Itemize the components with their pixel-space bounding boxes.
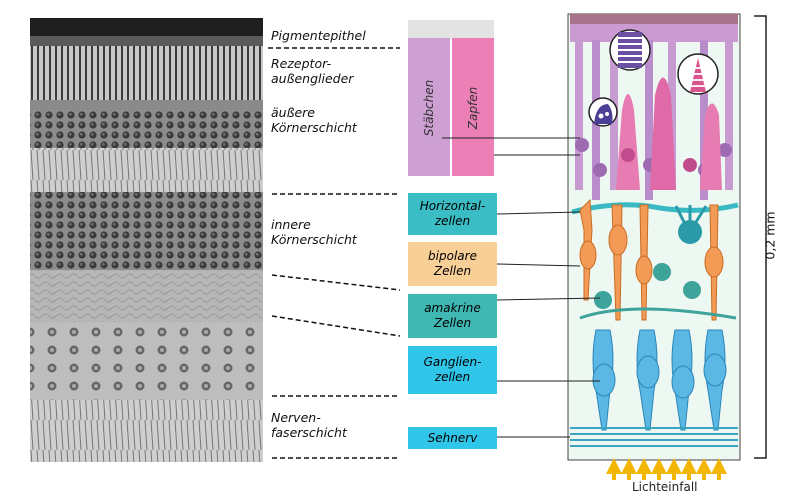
retina-illustration — [567, 13, 741, 461]
nerve-fiber-band — [30, 400, 263, 462]
cones-column — [452, 38, 494, 176]
optic-nerve-fibres-illustration — [570, 427, 738, 447]
receptor-columns — [408, 20, 494, 176]
bipolar-cells-illustration — [579, 198, 724, 321]
scale-label: 0,2 mm — [762, 211, 778, 260]
label-rezeptor: Rezeptor- außenglieder — [271, 56, 354, 86]
rods-column — [408, 38, 450, 176]
label-aeussere-koernerschicht: äußere Körnerschicht — [271, 105, 357, 135]
cone-cells — [616, 77, 722, 190]
inner-nuclear-band — [30, 192, 263, 270]
light-label: Lichteinfall — [632, 480, 698, 494]
ganglion-band — [30, 322, 263, 400]
label-rods: Stäbchen — [422, 79, 436, 137]
label-cones: Zapfen — [466, 86, 480, 130]
layer-dividers — [268, 47, 401, 459]
box-amakrin: amakrine Zellen — [408, 294, 497, 338]
box-bipolar: bipolare Zellen — [408, 242, 497, 286]
inset-rod-disc — [609, 29, 651, 71]
ganglion-cells-illustration — [592, 329, 727, 431]
box-ganglien: Ganglien- zellen — [408, 346, 497, 394]
box-sehnerv: Sehnerv — [408, 427, 497, 449]
scale-bracket — [754, 15, 767, 459]
receptor-outer-segments-band — [30, 46, 263, 104]
leader-lines — [442, 137, 601, 438]
label-innere-koernerschicht: innere Körnerschicht — [271, 217, 357, 247]
inset-cone-disc — [677, 53, 719, 95]
box-horizontal: Horizontal- zellen — [408, 193, 497, 235]
label-pigmentepithel: Pigmentepithel — [271, 28, 366, 43]
inset-synapse — [588, 97, 618, 127]
light-arrows — [606, 458, 727, 480]
micrograph — [30, 18, 263, 462]
outer-nuclear-band — [30, 110, 263, 150]
amacrine-cells-illustration — [579, 263, 737, 320]
label-nervenfaserschicht: Nerven- faserschicht — [271, 410, 347, 440]
